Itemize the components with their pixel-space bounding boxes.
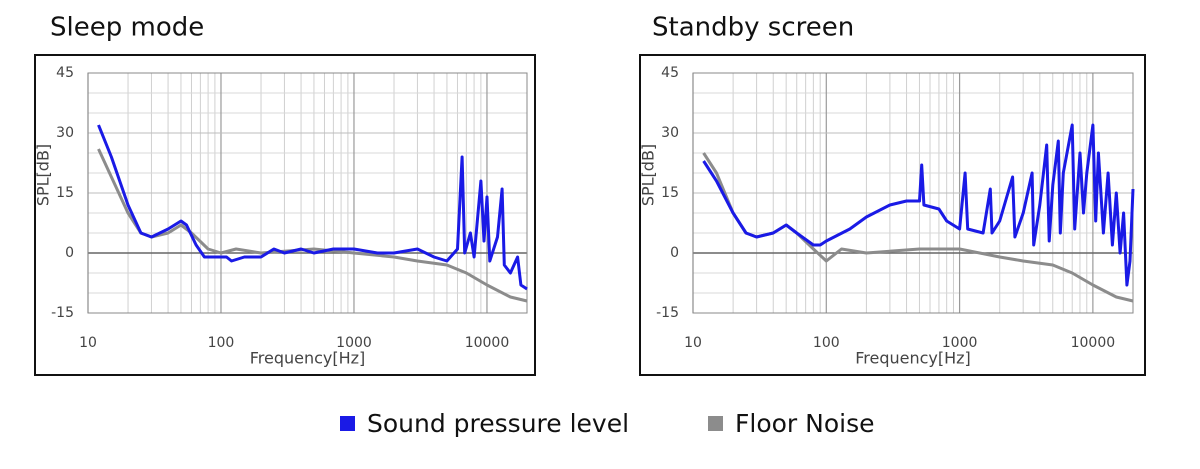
y-tick-label: 30 [56, 125, 74, 141]
chart-title: Standby screen [652, 13, 854, 43]
x-tick-label: 10 [684, 335, 702, 351]
series-line [97, 124, 528, 291]
legend-label: Floor Noise [735, 409, 875, 438]
legend-swatch [340, 416, 355, 431]
x-tick-label: 100 [208, 335, 235, 351]
series-line [702, 152, 1134, 303]
series-line [702, 123, 1135, 287]
y-tick-label: 0 [670, 245, 679, 261]
legend-label: Sound pressure level [367, 409, 629, 438]
x-tick-label: 100 [813, 335, 840, 351]
x-tick-label: 10000 [1071, 335, 1116, 351]
y-tick-label: 45 [56, 65, 74, 81]
panel-frame [34, 54, 536, 376]
y-tick-label: 45 [661, 65, 679, 81]
y-tick-label: 0 [65, 245, 74, 261]
y-tick-label: 15 [661, 185, 679, 201]
y-axis-label: SPL[dB] [639, 144, 658, 206]
y-tick-label: -15 [51, 305, 74, 321]
plot-area [87, 72, 528, 314]
y-axis-label: SPL[dB] [34, 144, 53, 206]
x-tick-label: 10000 [465, 335, 510, 351]
y-tick-label: 15 [56, 185, 74, 201]
x-axis-label: Frequency[Hz] [250, 349, 366, 368]
panel-frame [639, 54, 1146, 376]
x-tick-label: 10 [79, 335, 97, 351]
x-tick-label: 1000 [336, 335, 372, 351]
x-axis-label: Frequency[Hz] [855, 349, 971, 368]
x-tick-label: 1000 [942, 335, 978, 351]
legend-swatch [708, 416, 723, 431]
chart-title: Sleep mode [50, 13, 204, 43]
y-tick-label: 30 [661, 125, 679, 141]
y-tick-label: -15 [656, 305, 679, 321]
